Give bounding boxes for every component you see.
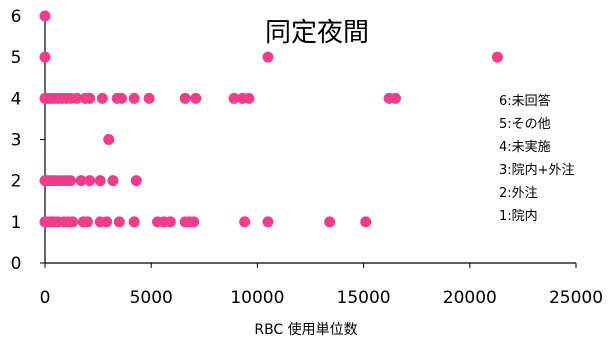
data-point — [190, 92, 202, 104]
data-point — [84, 92, 96, 104]
legend-entry: 3:院内+外注 — [499, 162, 575, 178]
legend-entry: 5:その他 — [499, 117, 551, 132]
data-point — [113, 216, 125, 228]
x-tick-label: 10000 — [230, 288, 284, 308]
x-tick-label: 5000 — [130, 288, 173, 308]
data-point — [179, 92, 191, 104]
legend-entry: 4:未実施 — [499, 139, 551, 155]
data-point — [228, 92, 240, 104]
legend-entry: 6:未回答 — [499, 93, 551, 109]
data-point — [239, 216, 251, 228]
legend-entry: 1:院内 — [499, 208, 538, 224]
data-point — [188, 216, 200, 228]
axis-ticks: 0 5000 10000 15000 20000 25000 0 1 2 3 4 5 6 — [11, 7, 603, 308]
x-tick-label: 25000 — [549, 288, 603, 308]
x-axis-label: RBC 使用単位数 — [254, 321, 357, 338]
x-tick-label: 0 — [40, 288, 51, 308]
data-point — [128, 216, 140, 228]
data-point — [96, 92, 108, 104]
y-tick-label: 5 — [11, 48, 22, 68]
data-points — [39, 10, 503, 228]
data-point — [75, 175, 87, 187]
data-point — [130, 175, 142, 187]
x-tick-label: 15000 — [337, 288, 391, 308]
data-point — [164, 216, 176, 228]
chart-title: 同定夜間 — [265, 18, 369, 48]
category-legend: 6:未回答 5:その他 4:未実施 3:院内+外注 2:外注 1:院内 — [499, 93, 575, 224]
data-point — [81, 216, 93, 228]
data-point — [64, 175, 76, 187]
data-point — [243, 92, 255, 104]
data-point — [71, 92, 83, 104]
data-point — [143, 92, 155, 104]
data-point — [84, 175, 96, 187]
data-point — [491, 51, 503, 63]
legend-entry: 2:外注 — [499, 186, 538, 201]
data-point — [39, 10, 51, 22]
y-tick-label: 4 — [11, 89, 22, 109]
data-point — [128, 92, 140, 104]
data-point — [94, 175, 106, 187]
y-tick-label: 3 — [11, 131, 22, 151]
data-point — [103, 134, 115, 145]
data-point — [262, 51, 274, 63]
data-point — [39, 51, 51, 63]
y-tick-label: 2 — [11, 172, 22, 192]
y-tick-label: 6 — [11, 7, 22, 27]
y-tick-label: 0 — [11, 254, 22, 274]
data-point — [67, 216, 79, 228]
data-point — [262, 216, 274, 228]
data-point — [324, 216, 336, 228]
data-point — [360, 216, 372, 228]
data-point — [107, 175, 119, 187]
data-point — [115, 92, 127, 104]
x-tick-label: 20000 — [443, 288, 497, 308]
data-point — [389, 92, 401, 104]
data-point — [101, 216, 113, 228]
y-tick-label: 1 — [11, 213, 22, 233]
